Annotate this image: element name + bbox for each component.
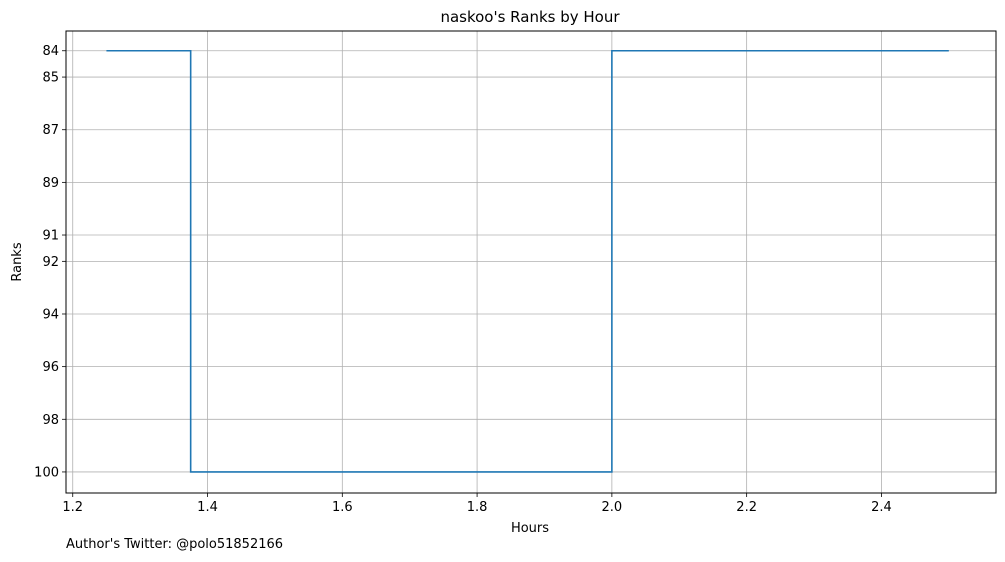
x-tick-label: 2.2 [736,500,757,515]
y-tick-label: 84 [42,44,59,59]
y-tick-label: 92 [42,255,59,270]
grid-lines [66,31,996,493]
x-tick-label: 1.6 [332,500,353,515]
y-tick-label: 91 [42,229,59,244]
y-axis-label: Ranks [10,242,25,281]
y-tick-label: 96 [42,360,59,375]
x-axis-ticks: 1.2 1.4 1.6 1.8 2.0 2.2 2.4 [62,493,892,515]
x-tick-label: 1.4 [197,500,218,515]
y-tick-label: 87 [42,123,59,138]
y-axis-ticks: 84 85 87 89 91 92 94 96 98 100 [34,44,66,480]
y-tick-label: 85 [42,71,59,86]
x-tick-label: 2.0 [602,500,623,515]
chart-title: naskoo's Ranks by Hour [440,8,620,26]
x-tick-label: 2.4 [871,500,892,515]
plot-frame [65,30,997,494]
author-credit: Author's Twitter: @polo51852166 [66,537,284,552]
y-tick-label: 94 [42,307,59,322]
x-tick-label: 1.8 [467,500,488,515]
y-tick-label: 98 [42,413,59,428]
x-axis-label: Hours [511,521,549,536]
y-tick-label: 100 [34,465,59,480]
x-tick-label: 1.2 [62,500,83,515]
y-tick-label: 89 [42,176,59,191]
series-line [106,49,949,473]
